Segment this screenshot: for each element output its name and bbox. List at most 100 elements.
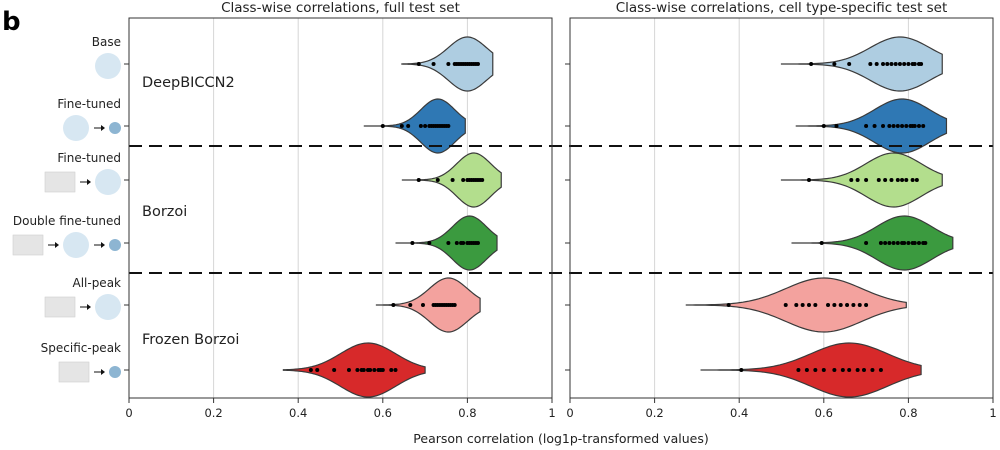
arrow-head-icon: [87, 304, 91, 310]
violin-5-panel-1: [375, 277, 481, 333]
data-point: [864, 124, 869, 128]
x-tick-label: 1: [548, 406, 555, 420]
data-point: [806, 178, 811, 182]
data-point: [883, 178, 888, 182]
panel-letter: b: [2, 7, 21, 37]
data-point: [427, 241, 432, 245]
panel-title: Class-wise correlations, cell type-speci…: [616, 0, 948, 16]
data-point: [912, 62, 917, 66]
data-point: [332, 368, 337, 372]
data-point: [870, 368, 875, 372]
data-point: [872, 124, 877, 128]
data-point: [806, 303, 811, 307]
data-point: [840, 368, 845, 372]
panel-frame: [128, 17, 553, 399]
data-point: [889, 62, 894, 66]
data-point: [372, 368, 377, 372]
model-circle-large-icon: [95, 169, 121, 195]
data-point: [368, 368, 373, 372]
model-block-icon: [12, 234, 44, 256]
data-point: [450, 178, 455, 182]
x-tick-label: 0.8: [899, 406, 917, 420]
row-label: All-peak: [72, 276, 121, 290]
x-tick-label: 1: [989, 406, 996, 420]
data-point: [910, 178, 915, 182]
model-circle-small-icon: [109, 122, 121, 134]
data-point: [914, 178, 919, 182]
data-point: [916, 241, 921, 245]
x-tick-label: 0.2: [645, 406, 663, 420]
data-point: [416, 62, 421, 66]
data-point: [876, 178, 881, 182]
row-label: Specific-peak: [41, 341, 121, 355]
data-point: [916, 124, 921, 128]
data-point: [906, 241, 911, 245]
data-point: [726, 303, 731, 307]
data-point: [885, 62, 890, 66]
data-point: [891, 241, 896, 245]
arrow-head-icon: [87, 179, 91, 185]
data-point: [897, 62, 902, 66]
data-point: [813, 303, 818, 307]
data-point: [889, 178, 894, 182]
data-point: [904, 178, 909, 182]
data-point: [804, 368, 809, 372]
data-point: [902, 241, 907, 245]
data-point: [783, 303, 788, 307]
data-point: [887, 124, 892, 128]
data-point: [895, 241, 900, 245]
data-point: [406, 124, 411, 128]
data-point: [857, 303, 862, 307]
data-point: [315, 368, 320, 372]
data-point: [906, 62, 911, 66]
data-point: [923, 241, 928, 245]
violin-2-panel-2: [795, 98, 948, 154]
data-point: [821, 368, 826, 372]
x-axis-label: Pearson correlation (log1p-transformed v…: [413, 431, 708, 446]
model-circle-large-icon: [63, 115, 89, 141]
data-point: [864, 241, 869, 245]
violin-3-panel-2: [780, 152, 943, 208]
data-point: [902, 62, 907, 66]
data-point: [912, 124, 917, 128]
data-point: [921, 124, 926, 128]
model-circle-small-icon: [109, 366, 121, 378]
data-point: [361, 368, 366, 372]
label-layer: 0 0.2 0.4 0.6 0.8 1 Class-wise correlations, f…: [12, 0, 997, 420]
data-point: [849, 178, 854, 182]
frame-layer: [124, 17, 994, 403]
data-point: [821, 124, 826, 128]
data-point: [423, 124, 428, 128]
violin-1-panel-2: [780, 36, 943, 92]
violin-6-panel-2: [700, 342, 922, 398]
panel-title: Class-wise correlations, full test set: [221, 0, 460, 16]
data-point: [883, 241, 888, 245]
data-point: [480, 178, 485, 182]
data-point: [346, 368, 351, 372]
data-point: [895, 178, 900, 182]
data-point: [832, 62, 837, 66]
data-point: [912, 241, 917, 245]
data-point: [855, 178, 860, 182]
data-point: [851, 303, 856, 307]
arrow-head-icon: [55, 242, 59, 248]
data-point: [380, 368, 385, 372]
panel-frame: [569, 17, 994, 399]
data-point: [355, 368, 360, 372]
data-point: [878, 241, 883, 245]
model-circle-large-icon: [95, 294, 121, 320]
data-point: [881, 62, 886, 66]
model-block-icon: [58, 361, 90, 383]
violin-4-panel-2: [791, 215, 954, 271]
data-point: [895, 124, 900, 128]
point-layer: [308, 62, 928, 372]
data-point: [393, 368, 398, 372]
x-tick-label: 0.6: [374, 406, 392, 420]
model-circle-small-icon: [109, 239, 121, 251]
x-tick-label: 0: [125, 406, 132, 420]
data-point: [919, 62, 924, 66]
data-point: [431, 62, 436, 66]
x-tick-label: 0.4: [289, 406, 307, 420]
row-label: Base: [92, 35, 121, 49]
